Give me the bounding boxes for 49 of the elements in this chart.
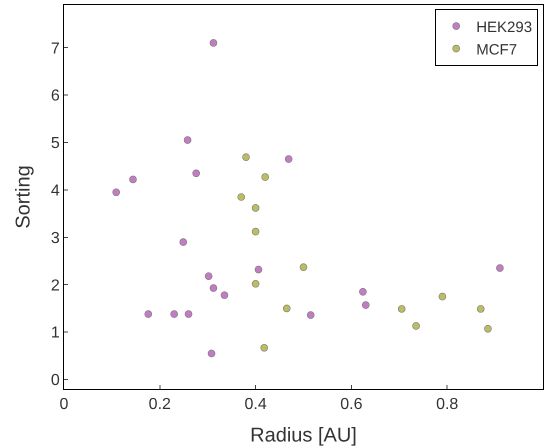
point (359, 288, 367, 296)
x-tick-label: 0.4 (244, 396, 267, 414)
point (184, 136, 192, 144)
point (282, 304, 291, 312)
x-tick-label: 0.8 (436, 396, 458, 414)
x-axis-title: Radius [AU] (250, 424, 357, 447)
point (398, 305, 406, 313)
y-tick-label: 6 (50, 88, 60, 105)
point (208, 350, 216, 358)
point (476, 305, 485, 313)
y-tick-label: 0 (50, 372, 60, 390)
point (496, 264, 504, 272)
point (129, 176, 137, 184)
point (252, 228, 260, 236)
point (220, 291, 228, 299)
point (210, 284, 218, 292)
y-tick-label: 5 (50, 135, 60, 152)
point (260, 344, 268, 352)
legend-label: HEK293 (476, 18, 532, 36)
point (438, 292, 446, 300)
point (204, 272, 212, 280)
point (412, 322, 420, 330)
point (252, 280, 260, 288)
point (284, 155, 292, 163)
point (192, 170, 200, 178)
point (170, 310, 178, 318)
point (184, 310, 192, 318)
point (179, 238, 188, 246)
y-axis-title: Sorting (12, 165, 34, 229)
point (112, 188, 120, 196)
y-tick-label: 7 (50, 40, 60, 58)
y-tick-label: 3 (50, 230, 60, 247)
y-tick-label: 1 (50, 324, 60, 342)
point (306, 311, 314, 319)
legend-label: MCF7 (476, 41, 518, 58)
point (252, 204, 260, 212)
point (300, 263, 308, 271)
point (254, 266, 262, 274)
point (242, 153, 250, 161)
point (237, 193, 246, 201)
x-tick-label: 0.6 (340, 396, 363, 414)
x-tick-label: 0.2 (148, 396, 172, 414)
y-tick-label: 2 (50, 277, 60, 294)
point (362, 301, 370, 309)
point (144, 310, 152, 318)
point (210, 39, 218, 47)
point (261, 173, 269, 181)
y-tick-label: 4 (50, 182, 60, 200)
point (484, 324, 492, 333)
